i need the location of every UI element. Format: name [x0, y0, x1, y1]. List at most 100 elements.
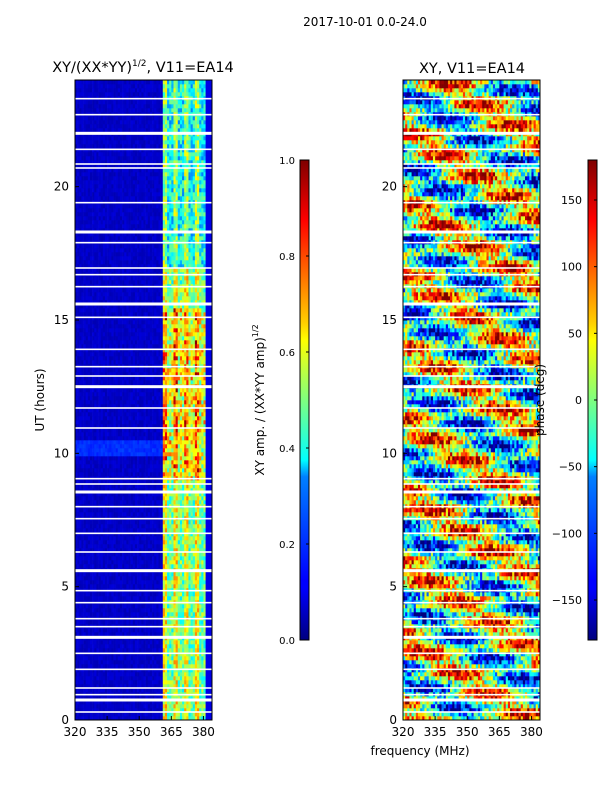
- left-title: XY/(XX*YY)1/2, V11=EA14: [52, 59, 234, 76]
- flag-gap: [403, 375, 540, 377]
- flag-gap: [403, 201, 540, 204]
- flag-gap: [75, 589, 212, 592]
- flag-gap: [403, 241, 540, 244]
- flag-gap: [75, 167, 212, 169]
- left-colorbar-gradient: [300, 160, 309, 640]
- colorbar-tick-label: 1.0: [279, 156, 295, 167]
- flag-gap: [75, 241, 212, 244]
- x-tick-label: 380: [192, 725, 215, 739]
- flag-gap: [75, 693, 212, 696]
- flag-gap: [403, 652, 540, 655]
- colorbar-tick-label: 100: [561, 261, 582, 274]
- left-colorbar: 0.0 0.2 0.4 0.6 0.8 1.0 XY amp. / (XX*YY amp)…: [251, 156, 310, 647]
- flag-gap: [75, 625, 212, 628]
- y-tick-label: 10: [382, 446, 397, 460]
- flag-gap: [75, 427, 212, 429]
- colorbar-tick-label: 0: [575, 394, 582, 407]
- right-title: XY, V11=EA14: [419, 61, 525, 77]
- x-tick-label: 320: [392, 725, 415, 739]
- flag-gap: [75, 97, 212, 100]
- x-tick-label: 380: [520, 725, 543, 739]
- flag-gap: [75, 635, 212, 639]
- flag-gap: [403, 517, 540, 520]
- right-colorbar-gradient: [588, 160, 597, 640]
- flag-gap: [403, 532, 540, 535]
- flag-gap: [75, 532, 212, 535]
- x-tick-label: 365: [160, 725, 183, 739]
- colorbar-tick-label: 0.6: [279, 348, 295, 359]
- colorbar-tick-label: 50: [568, 327, 582, 340]
- flag-gap: [75, 385, 212, 389]
- flag-gap: [403, 551, 540, 553]
- left-colorbar-label-exp: 1/2: [251, 324, 260, 337]
- flag-gap: [403, 163, 540, 165]
- flag-gap: [75, 617, 212, 620]
- flag-gap: [403, 427, 540, 429]
- flag-gap: [403, 267, 540, 269]
- flag-gap: [75, 163, 212, 165]
- right-x-axis: 320 335 350 365 380: [392, 716, 543, 739]
- flag-gap: [75, 365, 212, 368]
- flag-gap: [403, 687, 540, 689]
- flag-gap: [75, 477, 212, 480]
- flag-gap: [403, 505, 540, 508]
- x-tick-label: 335: [96, 725, 119, 739]
- left-y-axis: 0 5 10 15 20: [54, 180, 79, 727]
- y-tick-label: 15: [54, 313, 69, 327]
- colorbar-tick-label: −100: [552, 527, 582, 540]
- flag-gap: [403, 477, 540, 480]
- y-tick-label: 5: [61, 580, 69, 594]
- left-title-tail: , V11=EA14: [147, 60, 234, 76]
- flag-gap: [75, 687, 212, 689]
- flag-gap: [403, 589, 540, 592]
- right-colorbar-ticks: −150 −100 −50 0 50 100 150: [552, 194, 597, 607]
- flag-gap: [75, 267, 212, 269]
- colorbar-tick-label: −150: [552, 594, 582, 607]
- flag-gap: [403, 698, 540, 702]
- flag-gap: [403, 569, 540, 573]
- flag-gap: [75, 316, 212, 319]
- right-colorbar-label: phase (deg): [533, 364, 547, 436]
- flag-gap: [403, 131, 540, 135]
- flag-gap: [403, 167, 540, 169]
- y-tick-label: 0: [389, 713, 397, 727]
- y-tick-label: 5: [389, 580, 397, 594]
- left-colorbar-label-main: XY amp. / (XX*YY amp): [253, 337, 267, 475]
- flag-gap: [75, 601, 212, 604]
- flag-gap: [75, 407, 212, 409]
- right-panel: XY, V11=EA14 320 335 350 365 380 0 5 10 15 20: [382, 61, 543, 739]
- left-title-exp: 1/2: [132, 59, 146, 69]
- flag-gap: [403, 601, 540, 604]
- colorbar-tick-label: 0.0: [279, 636, 295, 647]
- flag-gap: [75, 131, 212, 135]
- right-y-axis: 0 5 10 15 20: [382, 180, 407, 727]
- flag-gap: [75, 711, 212, 713]
- flag-gap: [403, 365, 540, 368]
- colorbar-tick-label: −50: [559, 461, 582, 474]
- flag-gap: [75, 517, 212, 520]
- flag-gap: [75, 652, 212, 655]
- flag-gap: [403, 625, 540, 628]
- y-tick-label: 0: [61, 713, 69, 727]
- y-tick-label: 10: [54, 446, 69, 460]
- left-heatmap: [75, 80, 212, 720]
- flag-gap: [403, 348, 540, 351]
- flag-gap: [75, 483, 212, 485]
- flag-gap: [403, 230, 540, 234]
- flag-gap: [403, 407, 540, 409]
- flag-gap: [403, 483, 540, 485]
- flag-gap: [403, 490, 540, 494]
- colorbar-tick-label: 0.2: [279, 540, 295, 551]
- flag-gap: [75, 490, 212, 494]
- flag-gap: [75, 113, 212, 116]
- y-tick-label: 20: [54, 180, 69, 194]
- x-tick-label: 335: [424, 725, 447, 739]
- left-title-main: XY/(XX*YY): [52, 60, 132, 76]
- flag-gap: [75, 302, 212, 306]
- right-heatmap: [403, 80, 540, 720]
- left-colorbar-ticks: 0.0 0.2 0.4 0.6 0.8 1.0: [279, 156, 309, 647]
- flag-gap: [75, 375, 212, 377]
- y-tick-label: 15: [382, 313, 397, 327]
- flag-gap: [403, 635, 540, 639]
